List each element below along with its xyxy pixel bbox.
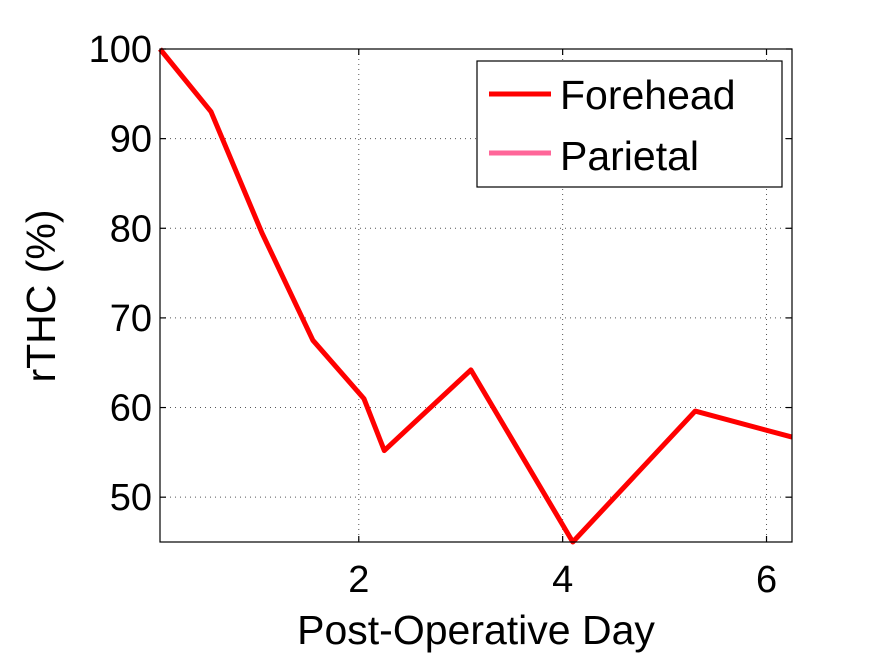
y-tick-label: 50 bbox=[110, 477, 152, 519]
y-tick-label: 100 bbox=[89, 29, 152, 71]
tick-layer: 50 60 70 80 90 100 2 4 6 bbox=[89, 29, 792, 601]
y-tick-label: 80 bbox=[110, 208, 152, 250]
x-tick-label: 4 bbox=[552, 559, 573, 601]
grid-layer bbox=[160, 49, 792, 542]
plot-frame bbox=[159, 48, 793, 543]
legend-label-forehead: Forehead bbox=[560, 72, 736, 118]
y-tick-label: 70 bbox=[110, 298, 152, 340]
x-tick-label: 6 bbox=[756, 559, 777, 601]
series-layer bbox=[158, 47, 793, 545]
y-axis-label: rTHC (%) bbox=[18, 209, 64, 382]
y-tick-label: 60 bbox=[110, 388, 152, 430]
legend-label-parietal: Parietal bbox=[560, 133, 699, 179]
x-tick-label: 2 bbox=[348, 559, 369, 601]
y-tick-label: 90 bbox=[110, 119, 152, 161]
series-line-forehead bbox=[158, 47, 793, 545]
legend: Forehead Parietal bbox=[476, 60, 783, 188]
legend-box bbox=[476, 60, 783, 188]
x-axis-label: Post-Operative Day bbox=[297, 607, 655, 653]
